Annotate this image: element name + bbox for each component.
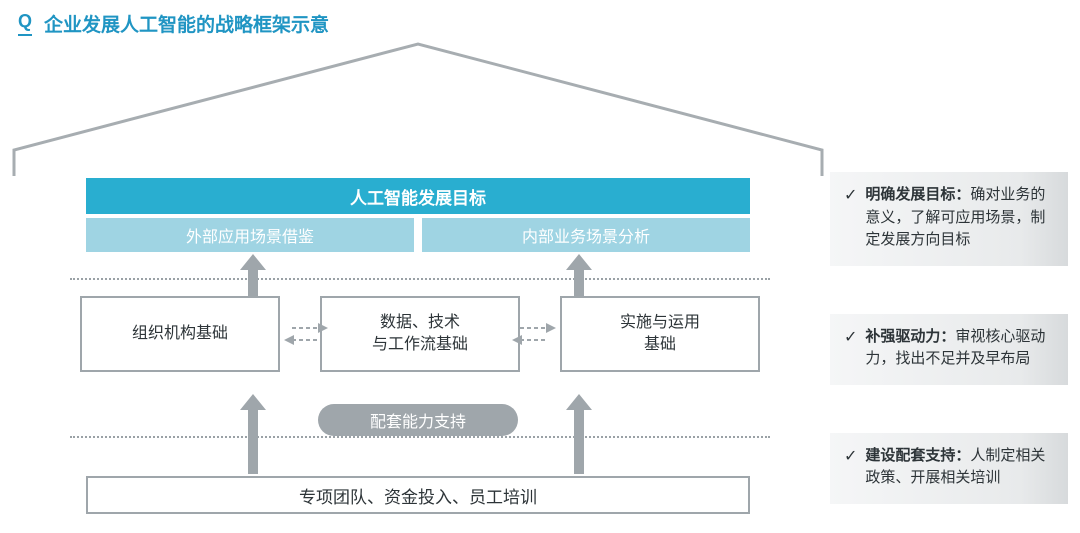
sub-bar-left: 外部应用场景借鉴 [86,218,414,252]
box-data-tech: 数据、技术 与工作流基础 [320,296,520,372]
goal-bar: 人工智能发展目标 [86,178,750,214]
box-impl: 实施与运用 基础 [560,296,760,372]
bullet-item: ✓ 建设配套支持：人制定相关政策、开展相关培训 [830,433,1068,504]
sub-bar-right: 内部业务场景分析 [422,218,750,252]
arrow-up-icon [238,394,268,474]
arrow-lr-dashed-icon [512,320,556,348]
dotted-line-upper [70,278,770,280]
bullet-item: ✓ 明确发展目标：确对业务的意义，了解可应用场景，制定发展方向目标 [830,172,1068,266]
diagram-stage: 人工智能发展目标 外部应用场景借鉴 内部业务场景分析 组织机构基础 数据、技术 … [8,36,828,526]
roof-outline [8,36,828,176]
foundation-boxes: 组织机构基础 数据、技术 与工作流基础 实施与运用 基础 [80,296,760,372]
badge-q: Q [18,11,32,36]
dotted-line-lower [70,436,770,438]
arrow-up-icon [564,394,594,474]
sub-bars: 外部应用场景借鉴 内部业务场景分析 [86,218,750,252]
page-title: 企业发展人工智能的战略框架示意 [44,10,329,37]
support-pill: 配套能力支持 [318,404,518,436]
check-icon: ✓ [844,326,857,371]
bottom-bar: 专项团队、资金投入、员工培训 [86,476,750,514]
arrow-up-icon [564,254,594,296]
bullet-text: 明确发展目标：确对业务的意义，了解可应用场景，制定发展方向目标 [865,184,1054,252]
bullet-item: ✓ 补强驱动力：审视核心驱动力，找出不足并及早布局 [830,314,1068,385]
header: Q 企业发展人工智能的战略框架示意 [0,0,1080,37]
check-icon: ✓ [844,445,857,490]
bullet-text: 补强驱动力：审视核心驱动力，找出不足并及早布局 [865,326,1054,371]
bullet-text: 建设配套支持：人制定相关政策、开展相关培训 [865,445,1054,490]
bullet-list: ✓ 明确发展目标：确对业务的意义，了解可应用场景，制定发展方向目标 ✓ 补强驱动… [830,172,1068,504]
check-icon: ✓ [844,184,857,252]
box-org: 组织机构基础 [80,296,280,372]
arrow-up-icon [238,254,268,296]
arrow-lr-dashed-icon [284,320,328,348]
